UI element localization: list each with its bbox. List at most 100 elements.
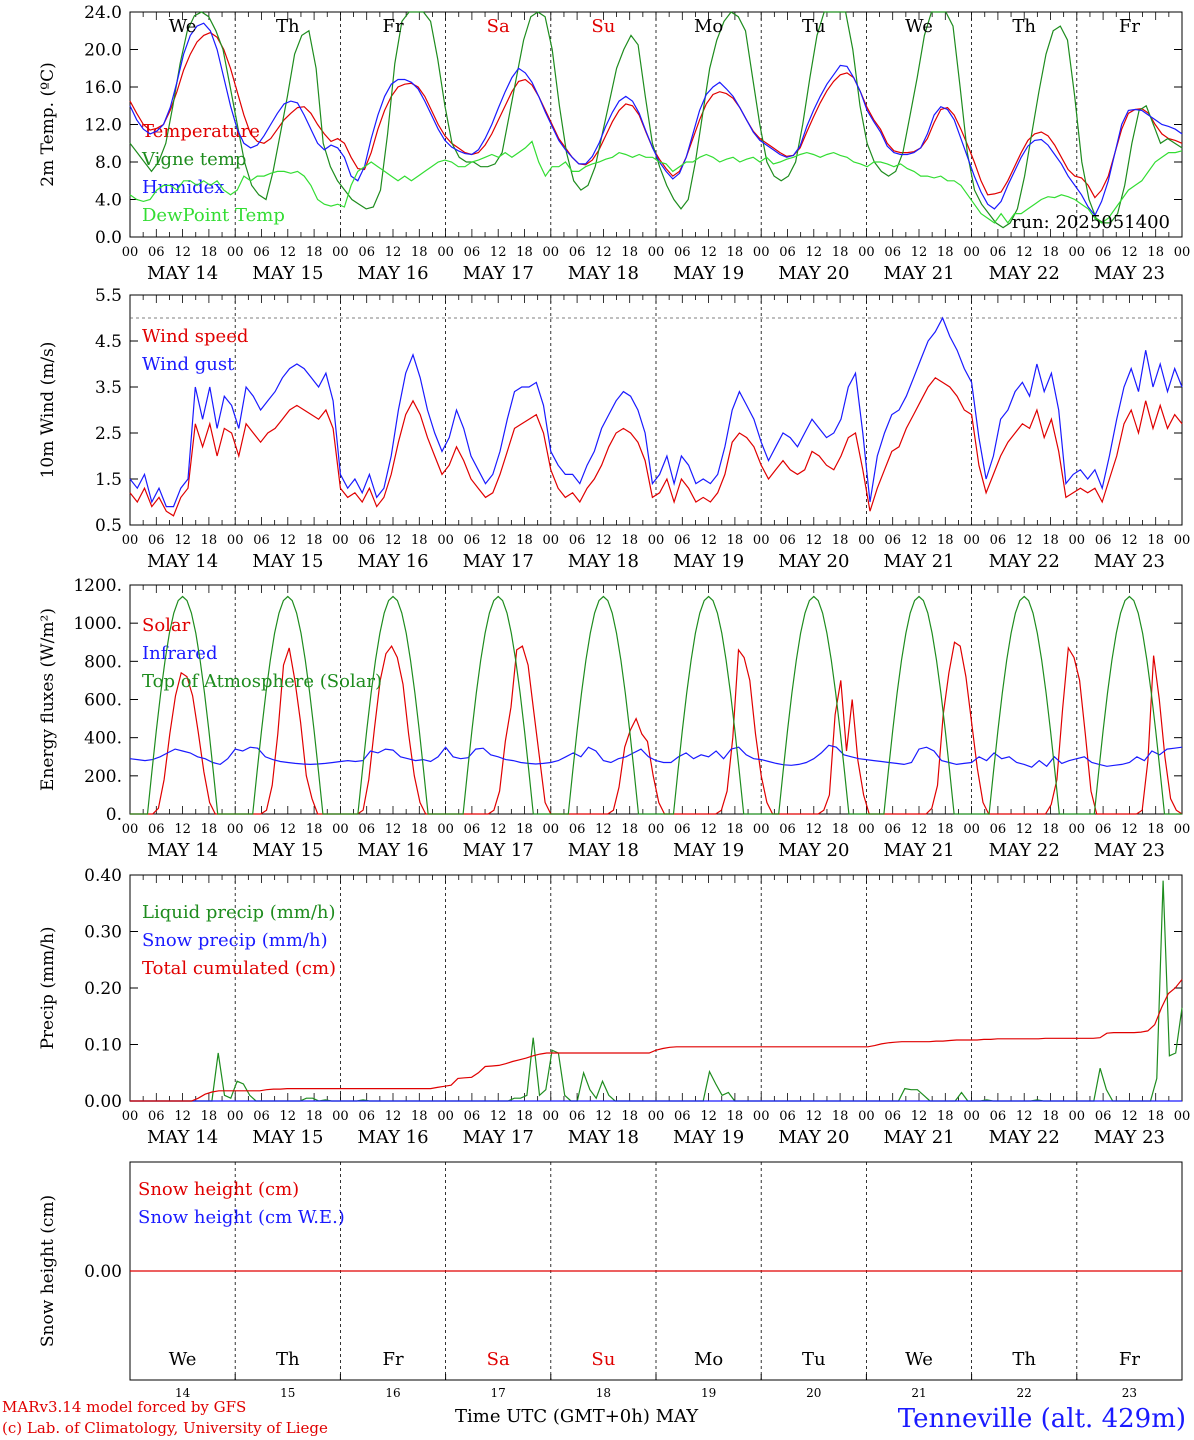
y-tick-label: 0.0 [95, 228, 122, 248]
hour-tick-label: 12 [280, 1109, 297, 1124]
hour-tick-label: 00 [227, 1109, 244, 1124]
date-label: MAY 15 [252, 840, 323, 861]
hour-tick-label: 12 [385, 1109, 402, 1124]
y-tick-label: 1.5 [95, 470, 122, 490]
hour-tick-label: 06 [253, 533, 270, 548]
hour-tick-label: 00 [437, 822, 454, 837]
hour-tick-label: 00 [1069, 1109, 1086, 1124]
hour-tick-label: 18 [516, 533, 533, 548]
hour-tick-label: 18 [1147, 245, 1164, 260]
hour-tick-label: 18 [1147, 533, 1164, 548]
hour-tick-label: 18 [832, 533, 849, 548]
y-tick-label: 20.0 [84, 41, 122, 61]
hour-tick-label: 06 [358, 822, 375, 837]
weekday-label: We [905, 16, 933, 37]
y-tick-label: 0.00 [84, 1262, 122, 1282]
hour-tick-label: 12 [806, 533, 823, 548]
hour-tick-label: 18 [411, 245, 428, 260]
y-axis-label: Energy fluxes (W/m²) [38, 608, 58, 791]
hour-tick-label: 12 [280, 822, 297, 837]
hour-tick-label: 00 [1174, 533, 1191, 548]
hour-tick-label: 00 [122, 822, 139, 837]
legend-entry: Vigne temp [141, 149, 246, 170]
series-line [129, 140, 1183, 224]
weekday-label: Th [1012, 1349, 1036, 1370]
hour-tick-label: 06 [569, 533, 586, 548]
legend-entry: Top of Atmosphere (Solar) [142, 671, 382, 692]
day-number-label: 19 [701, 1386, 716, 1400]
date-label: MAY 18 [568, 1127, 639, 1148]
hour-tick-label: 00 [437, 1109, 454, 1124]
date-label: MAY 23 [1094, 840, 1165, 861]
legend-entry: Wind speed [142, 326, 248, 347]
y-tick-label: 1000. [73, 614, 122, 634]
hour-tick-label: 06 [569, 822, 586, 837]
hour-tick-label: 06 [674, 533, 691, 548]
hour-tick-label: 18 [727, 822, 744, 837]
y-axis-label: 10m Wind (m/s) [38, 342, 58, 479]
hour-tick-label: 12 [911, 533, 928, 548]
date-label: MAY 16 [357, 263, 428, 284]
hour-tick-label: 00 [1174, 1109, 1191, 1124]
hour-tick-label: 18 [1042, 1109, 1059, 1124]
hour-tick-label: 00 [858, 1109, 875, 1124]
date-label: MAY 18 [568, 840, 639, 861]
hour-tick-label: 06 [779, 822, 796, 837]
legend-entry: Infrared [142, 643, 217, 664]
date-label: MAY 21 [883, 840, 954, 861]
legend-entry: Wind gust [142, 354, 235, 375]
hour-tick-label: 06 [884, 533, 901, 548]
hour-tick-label: 06 [674, 1109, 691, 1124]
hour-tick-label: 00 [122, 1109, 139, 1124]
hour-tick-label: 06 [148, 1109, 165, 1124]
series-line [130, 979, 1183, 1102]
hour-tick-label: 00 [753, 245, 770, 260]
weekday-label: Su [591, 1349, 615, 1370]
series-line [129, 377, 1183, 517]
y-tick-label: 0.20 [84, 979, 122, 999]
hour-tick-label: 12 [174, 245, 191, 260]
hour-tick-label: 06 [148, 245, 165, 260]
hour-tick-label: 18 [937, 533, 954, 548]
date-label: MAY 17 [463, 551, 534, 572]
hour-tick-label: 12 [490, 533, 507, 548]
hour-tick-label: 06 [884, 822, 901, 837]
weekday-label: We [905, 1349, 933, 1370]
hour-tick-label: 06 [358, 245, 375, 260]
series-line [129, 744, 1183, 768]
y-tick-label: 4.5 [95, 332, 122, 352]
hour-tick-label: 00 [543, 822, 560, 837]
y-tick-label: 600. [84, 691, 122, 711]
hour-tick-label: 12 [1121, 822, 1138, 837]
weekday-label: Mo [694, 16, 723, 37]
date-label: MAY 19 [673, 263, 744, 284]
hour-tick-label: 00 [648, 1109, 665, 1124]
y-tick-label: 3.5 [95, 378, 122, 398]
hour-tick-label: 00 [122, 533, 139, 548]
date-label: MAY 15 [252, 1127, 323, 1148]
lab-credit: (c) Lab. of Climatology, University of L… [2, 1419, 328, 1437]
y-tick-label: 200. [84, 767, 122, 787]
weekday-label: Th [276, 1349, 300, 1370]
legend-entry: Solar [142, 615, 191, 636]
hour-tick-label: 12 [911, 1109, 928, 1124]
hour-tick-label: 18 [1147, 822, 1164, 837]
hour-tick-label: 06 [148, 533, 165, 548]
day-number-label: 23 [1122, 1386, 1137, 1400]
date-label: MAY 20 [778, 263, 849, 284]
hour-tick-label: 18 [621, 245, 638, 260]
hour-tick-label: 00 [1069, 533, 1086, 548]
y-tick-label: 12.0 [84, 116, 122, 136]
date-label: MAY 17 [463, 263, 534, 284]
hour-tick-label: 06 [1095, 533, 1112, 548]
hour-tick-label: 00 [648, 533, 665, 548]
hour-tick-label: 18 [832, 1109, 849, 1124]
model-credit: MARv3.14 model forced by GFS [2, 1398, 247, 1416]
hour-tick-label: 00 [1174, 822, 1191, 837]
hour-tick-label: 00 [963, 1109, 980, 1124]
series-line [130, 641, 1183, 815]
y-axis-label: Snow height (cm) [38, 1195, 58, 1347]
date-label: MAY 20 [778, 551, 849, 572]
hour-tick-label: 18 [832, 245, 849, 260]
hour-tick-label: 06 [1095, 822, 1112, 837]
